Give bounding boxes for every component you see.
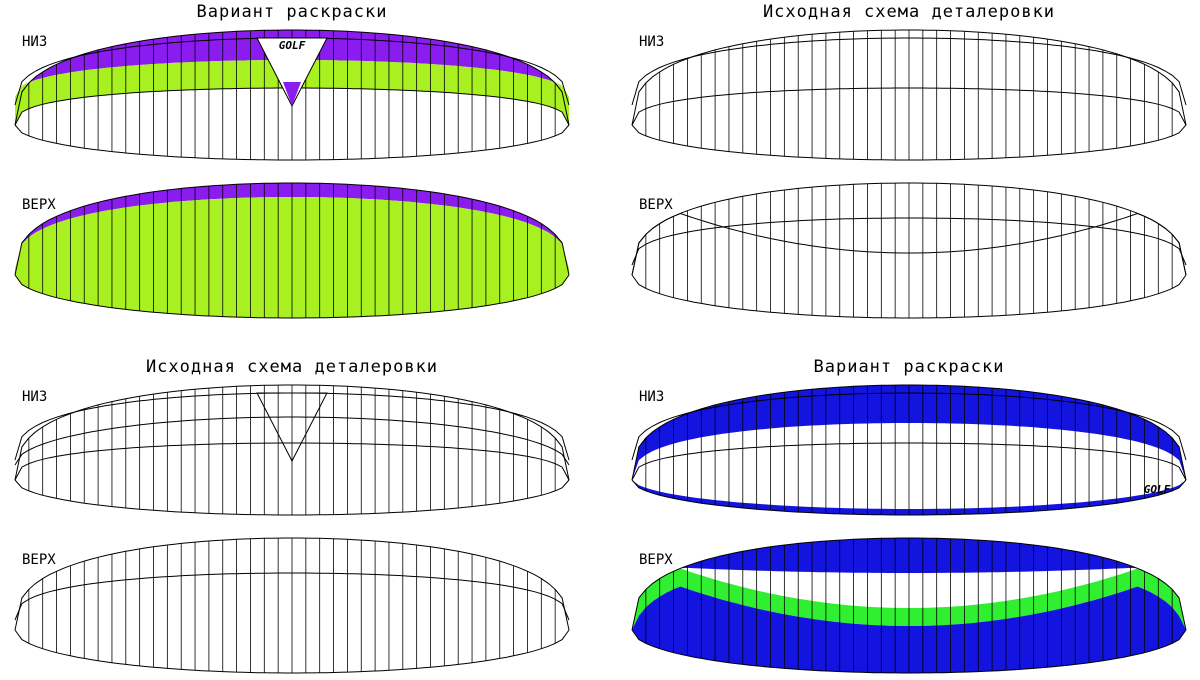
trailing-edge (631, 479, 1187, 516)
leading-edge (631, 384, 1187, 481)
view-label: НИЗ (22, 34, 47, 50)
view-label: ВЕРХ (22, 552, 56, 568)
logo: GOLF (1144, 483, 1171, 496)
trailing-edge (14, 274, 570, 319)
view-label: ВЕРХ (639, 552, 673, 568)
panel-line (631, 212, 1187, 276)
panel-title: Исходная схема деталеровки (763, 2, 1055, 22)
leading-edge (14, 29, 570, 126)
trailing-edge (631, 629, 1187, 674)
logo-panel (256, 37, 328, 108)
trailing-edge (14, 479, 570, 516)
view-label: НИЗ (22, 389, 47, 405)
nose-line (631, 37, 1187, 106)
trailing-edge (631, 274, 1187, 319)
leading-edge (14, 537, 570, 631)
view-label: НИЗ (639, 389, 664, 405)
intake-line (14, 442, 570, 481)
leading-edge (14, 384, 570, 481)
intake-line (631, 87, 1187, 126)
panel-line (14, 416, 570, 466)
view-label: НИЗ (639, 34, 664, 50)
trailing-edge (14, 629, 570, 674)
logo-tip (283, 82, 301, 106)
trailing-edge (14, 124, 570, 161)
logo-panel (256, 392, 328, 463)
view-label: ВЕРХ (639, 197, 673, 213)
logo: GOLF (279, 39, 306, 52)
leading-edge (631, 182, 1187, 276)
leading-edge (631, 537, 1187, 631)
panel-line (14, 572, 570, 621)
leading-edge (14, 182, 570, 276)
panel-title: Вариант раскраски (197, 2, 388, 22)
intake-line (631, 442, 1187, 481)
nose-line (631, 392, 1187, 461)
panel-title: Исходная схема деталеровки (146, 357, 438, 377)
panel-title: Вариант раскраски (814, 357, 1005, 377)
trailing-edge (631, 124, 1187, 161)
leading-edge (631, 29, 1187, 126)
view-label: ВЕРХ (22, 197, 56, 213)
